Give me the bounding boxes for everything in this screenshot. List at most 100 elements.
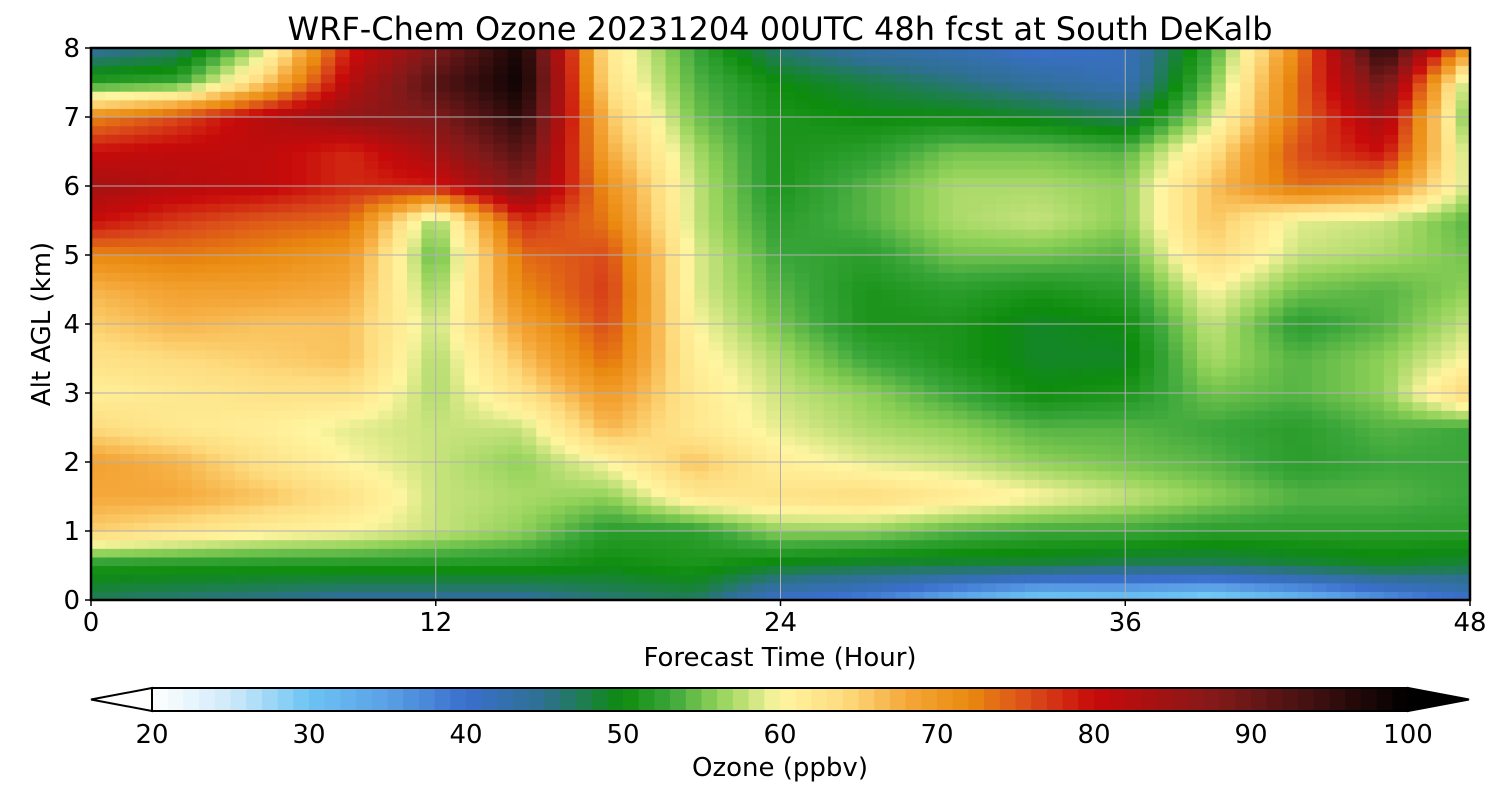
heatmap-cell [579,574,595,584]
heatmap-cell [105,427,121,437]
heatmap-cell [665,263,681,273]
heatmap-cell [148,341,164,351]
heatmap-cell [679,229,695,239]
heatmap-cell [1225,444,1241,454]
heatmap-cell [1096,556,1112,567]
heatmap-cell [809,539,825,549]
heatmap-cell [1139,418,1155,429]
heatmap-cell [852,384,868,394]
heatmap-cell [708,203,724,213]
heatmap-cell [1168,332,1184,342]
heatmap-cell [636,246,652,256]
heatmap-cell [679,237,695,247]
heatmap-cell [392,315,408,325]
heatmap-cell [105,186,121,196]
heatmap-cell [478,211,494,222]
heatmap-cell [1426,151,1442,161]
heatmap-cell [665,280,681,291]
heatmap-cell [579,470,595,480]
heatmap-cell [565,513,580,523]
heatmap-cell [335,289,351,299]
heatmap-cell [536,160,552,170]
heatmap-cell [708,211,724,222]
heatmap-cell [148,177,164,187]
heatmap-cell [866,211,882,222]
heatmap-cell [967,358,983,368]
heatmap-cell [162,246,178,256]
heatmap-cell [349,298,365,308]
heatmap-cell [924,574,940,584]
heatmap-cell [263,427,279,437]
heatmap-cell [665,349,681,360]
heatmap-cell [1455,496,1471,506]
heatmap-cell [694,203,710,213]
heatmap-cell [823,436,839,446]
heatmap-cell [249,367,264,377]
heatmap-cell [809,582,825,592]
heatmap-cell [665,531,681,541]
heatmap-cell [536,375,552,385]
heatmap-cell [134,229,150,239]
heatmap-cell [694,410,710,420]
heatmap-cell [1182,574,1198,584]
heatmap-cell [1024,263,1040,273]
heatmap-cell [320,324,336,334]
heatmap-cell [1053,289,1069,299]
heatmap-cell [306,367,322,377]
heatmap-cell [550,358,566,368]
heatmap-cell [1254,203,1270,213]
heatmap-cell [651,220,667,230]
heatmap-cell [435,203,451,213]
heatmap-cell [651,186,667,196]
heatmap-cell [1067,462,1083,472]
heatmap-cell [1096,418,1112,429]
heatmap-cell [1067,375,1083,385]
heatmap-cell [320,358,336,368]
heatmap-cell [565,410,580,420]
heatmap-cell [234,194,250,204]
heatmap-cell [1297,531,1313,541]
heatmap-cell [450,186,466,196]
heatmap-cell [1053,272,1069,282]
heatmap-cell [105,315,121,325]
heatmap-cell [234,453,250,463]
heatmap-cell [536,186,552,196]
heatmap-cell [780,487,796,498]
heatmap-cell [1441,565,1457,575]
heatmap-cell [1441,280,1457,291]
heatmap-cell [292,401,308,411]
heatmap-cell [565,246,580,256]
heatmap-cell [909,151,925,161]
heatmap-cell [507,272,523,282]
heatmap-cell [665,513,681,523]
heatmap-cell [809,246,825,256]
heatmap-cell [909,513,925,523]
heatmap-cell [507,505,523,515]
heatmap-cell [1153,539,1169,549]
heatmap-cell [191,186,207,196]
heatmap-cell [306,582,322,592]
heatmap-cell [464,229,480,239]
heatmap-cell [191,289,207,299]
heatmap-cell [852,349,868,360]
heatmap-cell [1369,522,1385,532]
heatmap-cell [866,186,882,196]
heatmap-cell [177,203,193,213]
heatmap-cell [967,548,983,558]
heatmap-cell [1383,375,1399,385]
heatmap-cell [536,211,552,222]
heatmap-cell [1283,574,1299,584]
heatmap-cell [636,513,652,523]
heatmap-cell [507,194,523,204]
heatmap-cell [521,151,537,161]
heatmap-cell [191,487,207,498]
heatmap-cell [622,332,638,342]
heatmap-cell [478,565,494,575]
heatmap-cell [306,418,322,429]
heatmap-cell [1297,479,1313,489]
heatmap-cell [1240,341,1256,351]
heatmap-cell [277,548,293,558]
heatmap-cell [205,358,221,368]
heatmap-cell [407,496,422,506]
heatmap-cell [737,418,753,429]
